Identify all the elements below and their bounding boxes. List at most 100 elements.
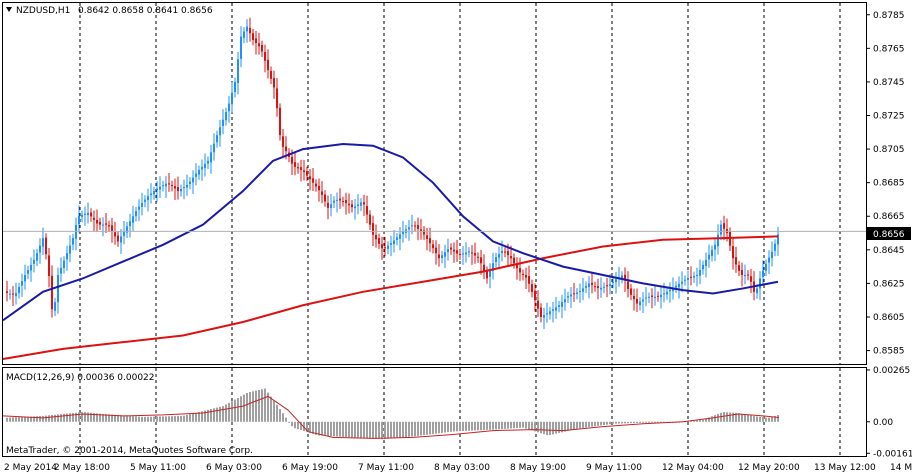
- candle-body: [108, 225, 110, 227]
- macd-histogram-bar: [162, 416, 164, 422]
- candle-body: [528, 276, 530, 284]
- macd-histogram-bar: [279, 409, 281, 422]
- macd-histogram-bar: [621, 421, 623, 424]
- candle-body: [606, 285, 608, 287]
- macd-histogram-bar: [234, 399, 236, 422]
- candle-body: [687, 278, 689, 280]
- current-price-label: 0.8656: [873, 230, 905, 240]
- macd-histogram-bar: [87, 412, 89, 422]
- macd-histogram-bar: [108, 414, 110, 422]
- candle-body: [177, 187, 179, 192]
- macd-histogram-bar: [75, 412, 77, 422]
- macd-histogram-bar: [330, 421, 332, 437]
- macd-histogram-bar: [288, 421, 290, 423]
- macd-histogram-bar: [639, 421, 641, 423]
- candle-body: [210, 152, 212, 163]
- candle-body: [453, 249, 455, 252]
- macd-histogram-bar: [258, 389, 260, 422]
- macd-histogram-bar: [522, 421, 524, 428]
- macd-histogram-bar: [642, 421, 644, 423]
- macd-histogram-bar: [384, 421, 386, 440]
- candle-body: [48, 255, 50, 277]
- candle-body: [51, 275, 53, 310]
- macd-histogram-bar: [78, 412, 80, 422]
- time-tick-label: 12 May 20:00: [738, 463, 800, 473]
- macd-histogram-bar: [447, 421, 449, 433]
- macd-histogram-bar: [216, 407, 218, 422]
- macd-histogram-bar: [534, 421, 536, 432]
- candle-body: [96, 219, 98, 224]
- candle-body: [309, 176, 311, 180]
- macd-histogram-bar: [357, 421, 359, 438]
- candle-body: [384, 247, 386, 249]
- macd-histogram-bar: [30, 416, 32, 422]
- candle-body: [465, 252, 467, 255]
- candle-body: [369, 214, 371, 225]
- candle-body: [648, 296, 650, 298]
- macd-histogram-bar: [426, 421, 428, 435]
- macd-histogram-bar: [60, 414, 62, 422]
- macd-histogram-bar: [468, 421, 470, 431]
- candle-body: [315, 183, 317, 187]
- macd-histogram-bar: [777, 415, 779, 422]
- candle-body: [429, 238, 431, 244]
- macd-histogram-bar: [651, 421, 653, 423]
- candle-body: [276, 88, 278, 109]
- candle-body: [45, 237, 47, 255]
- macd-histogram-bar: [615, 421, 617, 424]
- macd-histogram-bar: [249, 391, 251, 422]
- macd-pane[interactable]: [2, 388, 780, 440]
- price-pane[interactable]: [2, 17, 779, 360]
- candle-body: [78, 215, 80, 225]
- candle-body: [291, 156, 293, 164]
- candle-body: [123, 231, 125, 236]
- time-tick-label: 2 May 2014: [4, 463, 57, 473]
- candle-body: [372, 223, 374, 235]
- time-tick-label: 5 May 11:00: [130, 463, 186, 473]
- macd-histogram-bar: [117, 415, 119, 422]
- price-tick-label: 0.8745: [873, 78, 905, 88]
- candle-body: [354, 206, 356, 209]
- candle-body: [183, 187, 185, 189]
- candle-body: [468, 251, 470, 253]
- candle-body: [201, 166, 203, 170]
- macd-histogram-bar: [492, 421, 494, 430]
- candle-body: [507, 251, 509, 256]
- macd-histogram-bar: [630, 421, 632, 424]
- fast-moving-average-line: [2, 143, 779, 322]
- macd-histogram-bar: [99, 413, 101, 422]
- macd-histogram-bar: [345, 421, 347, 438]
- candle-body: [174, 186, 176, 189]
- candle-body: [255, 38, 257, 44]
- candle-body: [69, 245, 71, 254]
- dropdown-triangle-icon[interactable]: [6, 7, 12, 12]
- macd-histogram-bar: [459, 421, 461, 432]
- price-tick-label: 0.8645: [873, 246, 905, 256]
- candle-body: [555, 307, 557, 311]
- macd-histogram-bar: [594, 421, 596, 427]
- macd-histogram-bar: [444, 421, 446, 433]
- macd-histogram-bar: [342, 421, 344, 437]
- candle-body: [477, 256, 479, 258]
- price-tick-label: 0.8785: [873, 11, 905, 21]
- macd-histogram-bar: [471, 421, 473, 431]
- candle-body: [735, 257, 737, 265]
- macd-histogram-bar: [465, 421, 467, 431]
- candle-body: [186, 185, 188, 188]
- macd-histogram-bar: [318, 421, 320, 436]
- macd-histogram-bar: [495, 421, 497, 430]
- macd-tick-label: 0.00: [873, 418, 893, 428]
- macd-histogram-bar: [726, 412, 728, 422]
- candle-body: [243, 31, 245, 38]
- candle-body: [204, 163, 206, 169]
- candle-body: [570, 294, 572, 297]
- macd-histogram-bar: [366, 421, 368, 439]
- macd-histogram-bar: [561, 421, 563, 433]
- candle-body: [252, 33, 254, 40]
- macd-pane-frame: [2, 367, 867, 457]
- macd-histogram-bar: [420, 421, 422, 436]
- candle-body: [6, 291, 8, 293]
- macd-histogram-bar: [462, 421, 464, 432]
- candle-body: [441, 255, 443, 258]
